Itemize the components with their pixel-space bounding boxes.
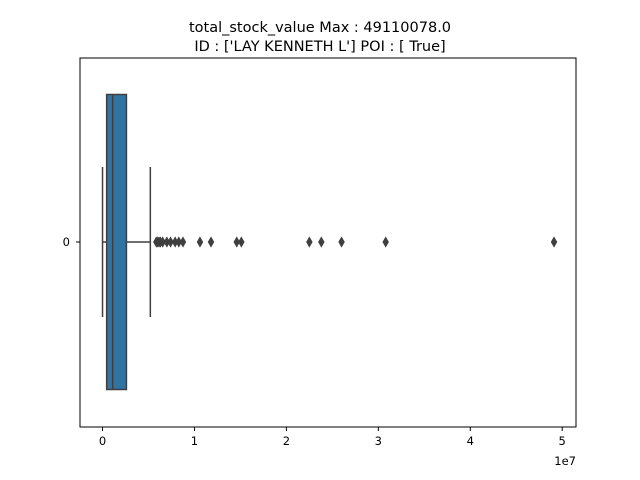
- x-tick-label: 5: [559, 434, 566, 448]
- outlier-point: [167, 236, 174, 248]
- outlier-point: [196, 236, 204, 248]
- outlier-point: [550, 236, 558, 248]
- plot-frame: [79, 57, 577, 428]
- outlier-point: [306, 236, 313, 248]
- outlier-point: [207, 236, 215, 248]
- outlier-point: [318, 236, 325, 248]
- y-axis: 0: [63, 235, 80, 249]
- outlier-point: [233, 236, 240, 248]
- outlier-point: [338, 236, 345, 248]
- outlier-point: [238, 236, 245, 248]
- y-tick-label: 0: [63, 235, 70, 249]
- x-tick-label: 3: [375, 434, 382, 448]
- x-tick-label: 4: [467, 434, 474, 448]
- outlier-point: [382, 236, 389, 248]
- chart-title-line-1: total_stock_value Max : 49110078.0: [189, 20, 451, 36]
- chart-marks: [101, 93, 558, 391]
- x-tick-label: 0: [99, 434, 106, 448]
- x-offset-label: 1e7: [554, 454, 576, 468]
- chart-title-line-2: ID : ['LAY KENNETH L'] POI : [ True]: [194, 39, 445, 55]
- x-axis: 0 1 2 3 4 5: [99, 427, 566, 448]
- outlier-point: [179, 236, 187, 248]
- x-tick-label: 1: [191, 434, 198, 448]
- x-tick-label: 2: [283, 434, 290, 448]
- box-iqr: [105, 93, 128, 391]
